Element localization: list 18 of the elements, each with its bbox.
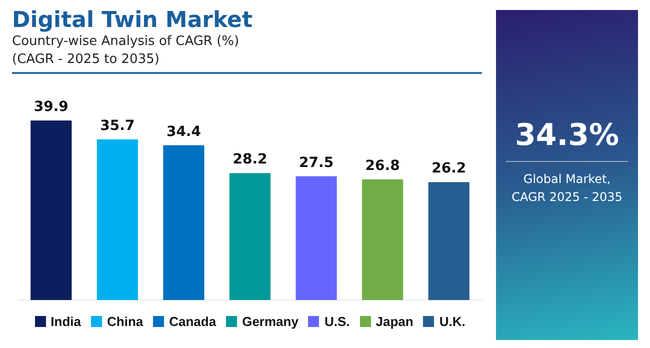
text: 34.3% <box>514 118 620 153</box>
legend-label: China <box>107 314 144 329</box>
legend-label: India <box>50 314 81 329</box>
chart-title: Digital Twin Market <box>12 8 254 33</box>
legend-label: Germany <box>242 314 298 329</box>
legend-label: U.K. <box>439 314 466 329</box>
data-label: 28.2 <box>232 152 268 168</box>
data-label: 39.9 <box>34 99 68 116</box>
legend-label: U.S. <box>324 314 350 329</box>
data-label: 27.5 <box>299 154 334 171</box>
data-label: 35.7 <box>100 118 135 134</box>
data-label: 34.4 <box>166 124 202 140</box>
chart-subtitle: Country-wise Analysis of CAGR (%) (CAGR - 2025 to 2035) <box>12 33 240 69</box>
data-label: 26.2 <box>432 160 466 177</box>
data-label: 26.8 <box>365 158 400 174</box>
text: Global Market, CAGR 2025 - 2035 <box>510 171 624 206</box>
legend-label: Japan <box>376 314 414 329</box>
legend-label: Canada <box>169 314 216 329</box>
